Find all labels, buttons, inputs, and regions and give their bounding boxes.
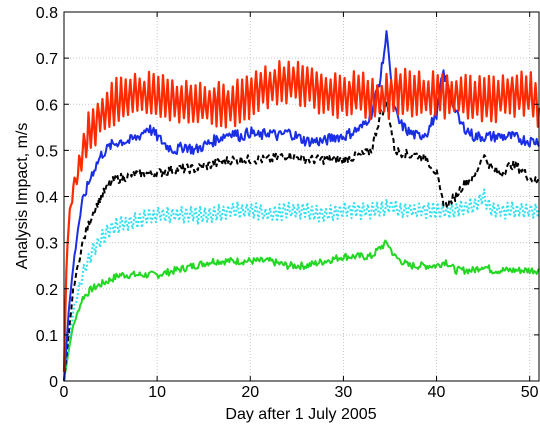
series-line-1 — [62, 60, 540, 372]
y-tick-label: 0.2 — [36, 282, 58, 299]
y-tick-label: 0.1 — [36, 328, 58, 345]
x-tick-label: 10 — [148, 384, 166, 401]
x-tick-label: 30 — [335, 384, 353, 401]
series-line-5 — [63, 239, 540, 382]
y-tick-label: 0.4 — [36, 190, 58, 207]
series-line-2 — [63, 30, 540, 382]
y-tick-label: 0.8 — [36, 5, 58, 22]
y-tick-label: 0.5 — [36, 143, 58, 160]
x-tick-label: 50 — [521, 384, 539, 401]
y-tick-label: 0.7 — [36, 51, 58, 68]
x-tick-label: 0 — [60, 384, 69, 401]
series-layer — [62, 30, 540, 382]
x-tick-labels: 0 10 20 30 40 50 — [60, 384, 539, 401]
x-tick-label: 20 — [241, 384, 259, 401]
series-line-4 — [63, 188, 540, 382]
axis-ticks — [63, 11, 539, 382]
y-tick-label: 0.3 — [36, 236, 58, 253]
x-tick-label: 40 — [428, 384, 446, 401]
y-tick-label: 0.6 — [36, 97, 58, 114]
x-axis-label: Day after 1 July 2005 — [225, 406, 376, 423]
y-tick-label: 0 — [49, 374, 58, 391]
y-tick-labels: 0 0.1 0.2 0.3 0.4 0.5 0.6 0.7 0.8 — [36, 5, 58, 391]
series-line-3 — [63, 101, 540, 382]
y-axis-label: Analysis Impact, m/s — [14, 123, 31, 270]
